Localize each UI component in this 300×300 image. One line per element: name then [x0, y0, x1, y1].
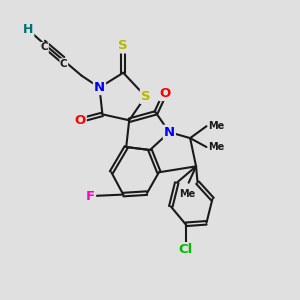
Text: S: S [118, 40, 128, 52]
Text: Me: Me [208, 121, 224, 131]
Text: Cl: Cl [178, 243, 193, 256]
Text: N: N [94, 81, 105, 94]
Text: C: C [41, 43, 48, 52]
Text: O: O [74, 114, 86, 127]
Text: Me: Me [208, 142, 224, 152]
Text: S: S [141, 90, 150, 103]
Text: O: O [159, 87, 170, 100]
Text: Me: Me [179, 189, 195, 199]
Text: C: C [60, 59, 68, 69]
Text: N: N [164, 126, 175, 139]
Text: F: F [86, 190, 95, 202]
Text: H: H [23, 23, 33, 36]
